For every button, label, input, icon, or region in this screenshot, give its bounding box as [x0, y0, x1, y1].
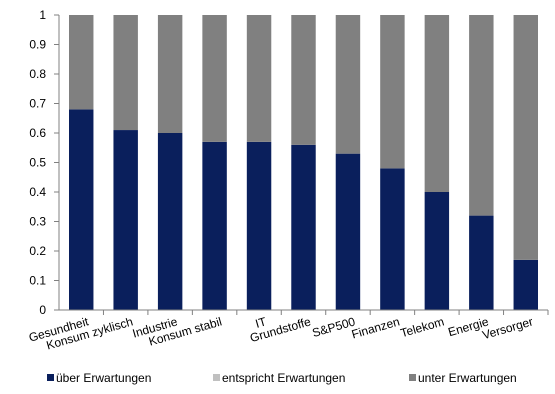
bar-1-3 [157, 133, 183, 310]
x-category-label: Finanzen [350, 314, 401, 341]
bar-1-9 [424, 192, 450, 310]
legend-swatch [409, 374, 416, 381]
legend-swatch [47, 374, 54, 381]
y-tick-label: 0.7 [29, 97, 46, 111]
legend: über Erwartungen entspricht Erwartungen un… [47, 371, 517, 385]
legend-swatch [213, 374, 220, 381]
bar-3-7 [335, 15, 361, 154]
bar-3-4 [202, 15, 227, 142]
bar-3-10 [469, 15, 494, 216]
bar-3-11 [513, 15, 538, 260]
legend-label: entspricht Erwartungen [222, 371, 345, 385]
bar-1-10 [469, 215, 494, 310]
bar-1-2 [113, 130, 138, 310]
bar-1-8 [380, 168, 405, 310]
legend-label: unter Erwartungen [418, 371, 517, 385]
y-tick-label: 0.5 [29, 156, 46, 170]
bar-1-1 [69, 109, 94, 311]
bar-3-2 [113, 15, 138, 131]
y-tick-label: 0 [39, 303, 46, 317]
bar-3-1 [69, 15, 94, 110]
y-tick-label: 0.8 [29, 67, 46, 81]
y-axis: 0 0.1 0.2 0.3 0.4 0.5 0.6 0.7 0.8 0.9 1 [29, 8, 60, 317]
bar-1-6 [291, 144, 316, 310]
y-tick-label: 0.2 [29, 244, 46, 258]
y-tick-label: 0.1 [29, 274, 46, 288]
bar-1-7 [335, 153, 361, 310]
x-category-label: IT [254, 314, 269, 331]
y-tick-label: 1 [39, 8, 46, 22]
bar-3-9 [424, 15, 450, 192]
bar-3-6 [291, 15, 316, 145]
legend-label: über Erwartungen [56, 371, 151, 385]
bar-3-8 [380, 15, 405, 169]
bars [69, 15, 538, 311]
bar-3-3 [157, 15, 183, 133]
y-tick-label: 0.3 [29, 215, 46, 229]
x-category-label: Versorger [481, 314, 535, 342]
y-tick-label: 0.6 [29, 126, 46, 140]
bar-1-11 [513, 259, 538, 310]
bar-1-5 [246, 141, 272, 310]
bar-1-4 [202, 141, 227, 310]
x-category-label: Telekom [399, 314, 446, 340]
bar-3-5 [246, 15, 272, 142]
y-tick-label: 0.4 [29, 185, 46, 199]
y-tick-label: 0.9 [29, 38, 46, 52]
